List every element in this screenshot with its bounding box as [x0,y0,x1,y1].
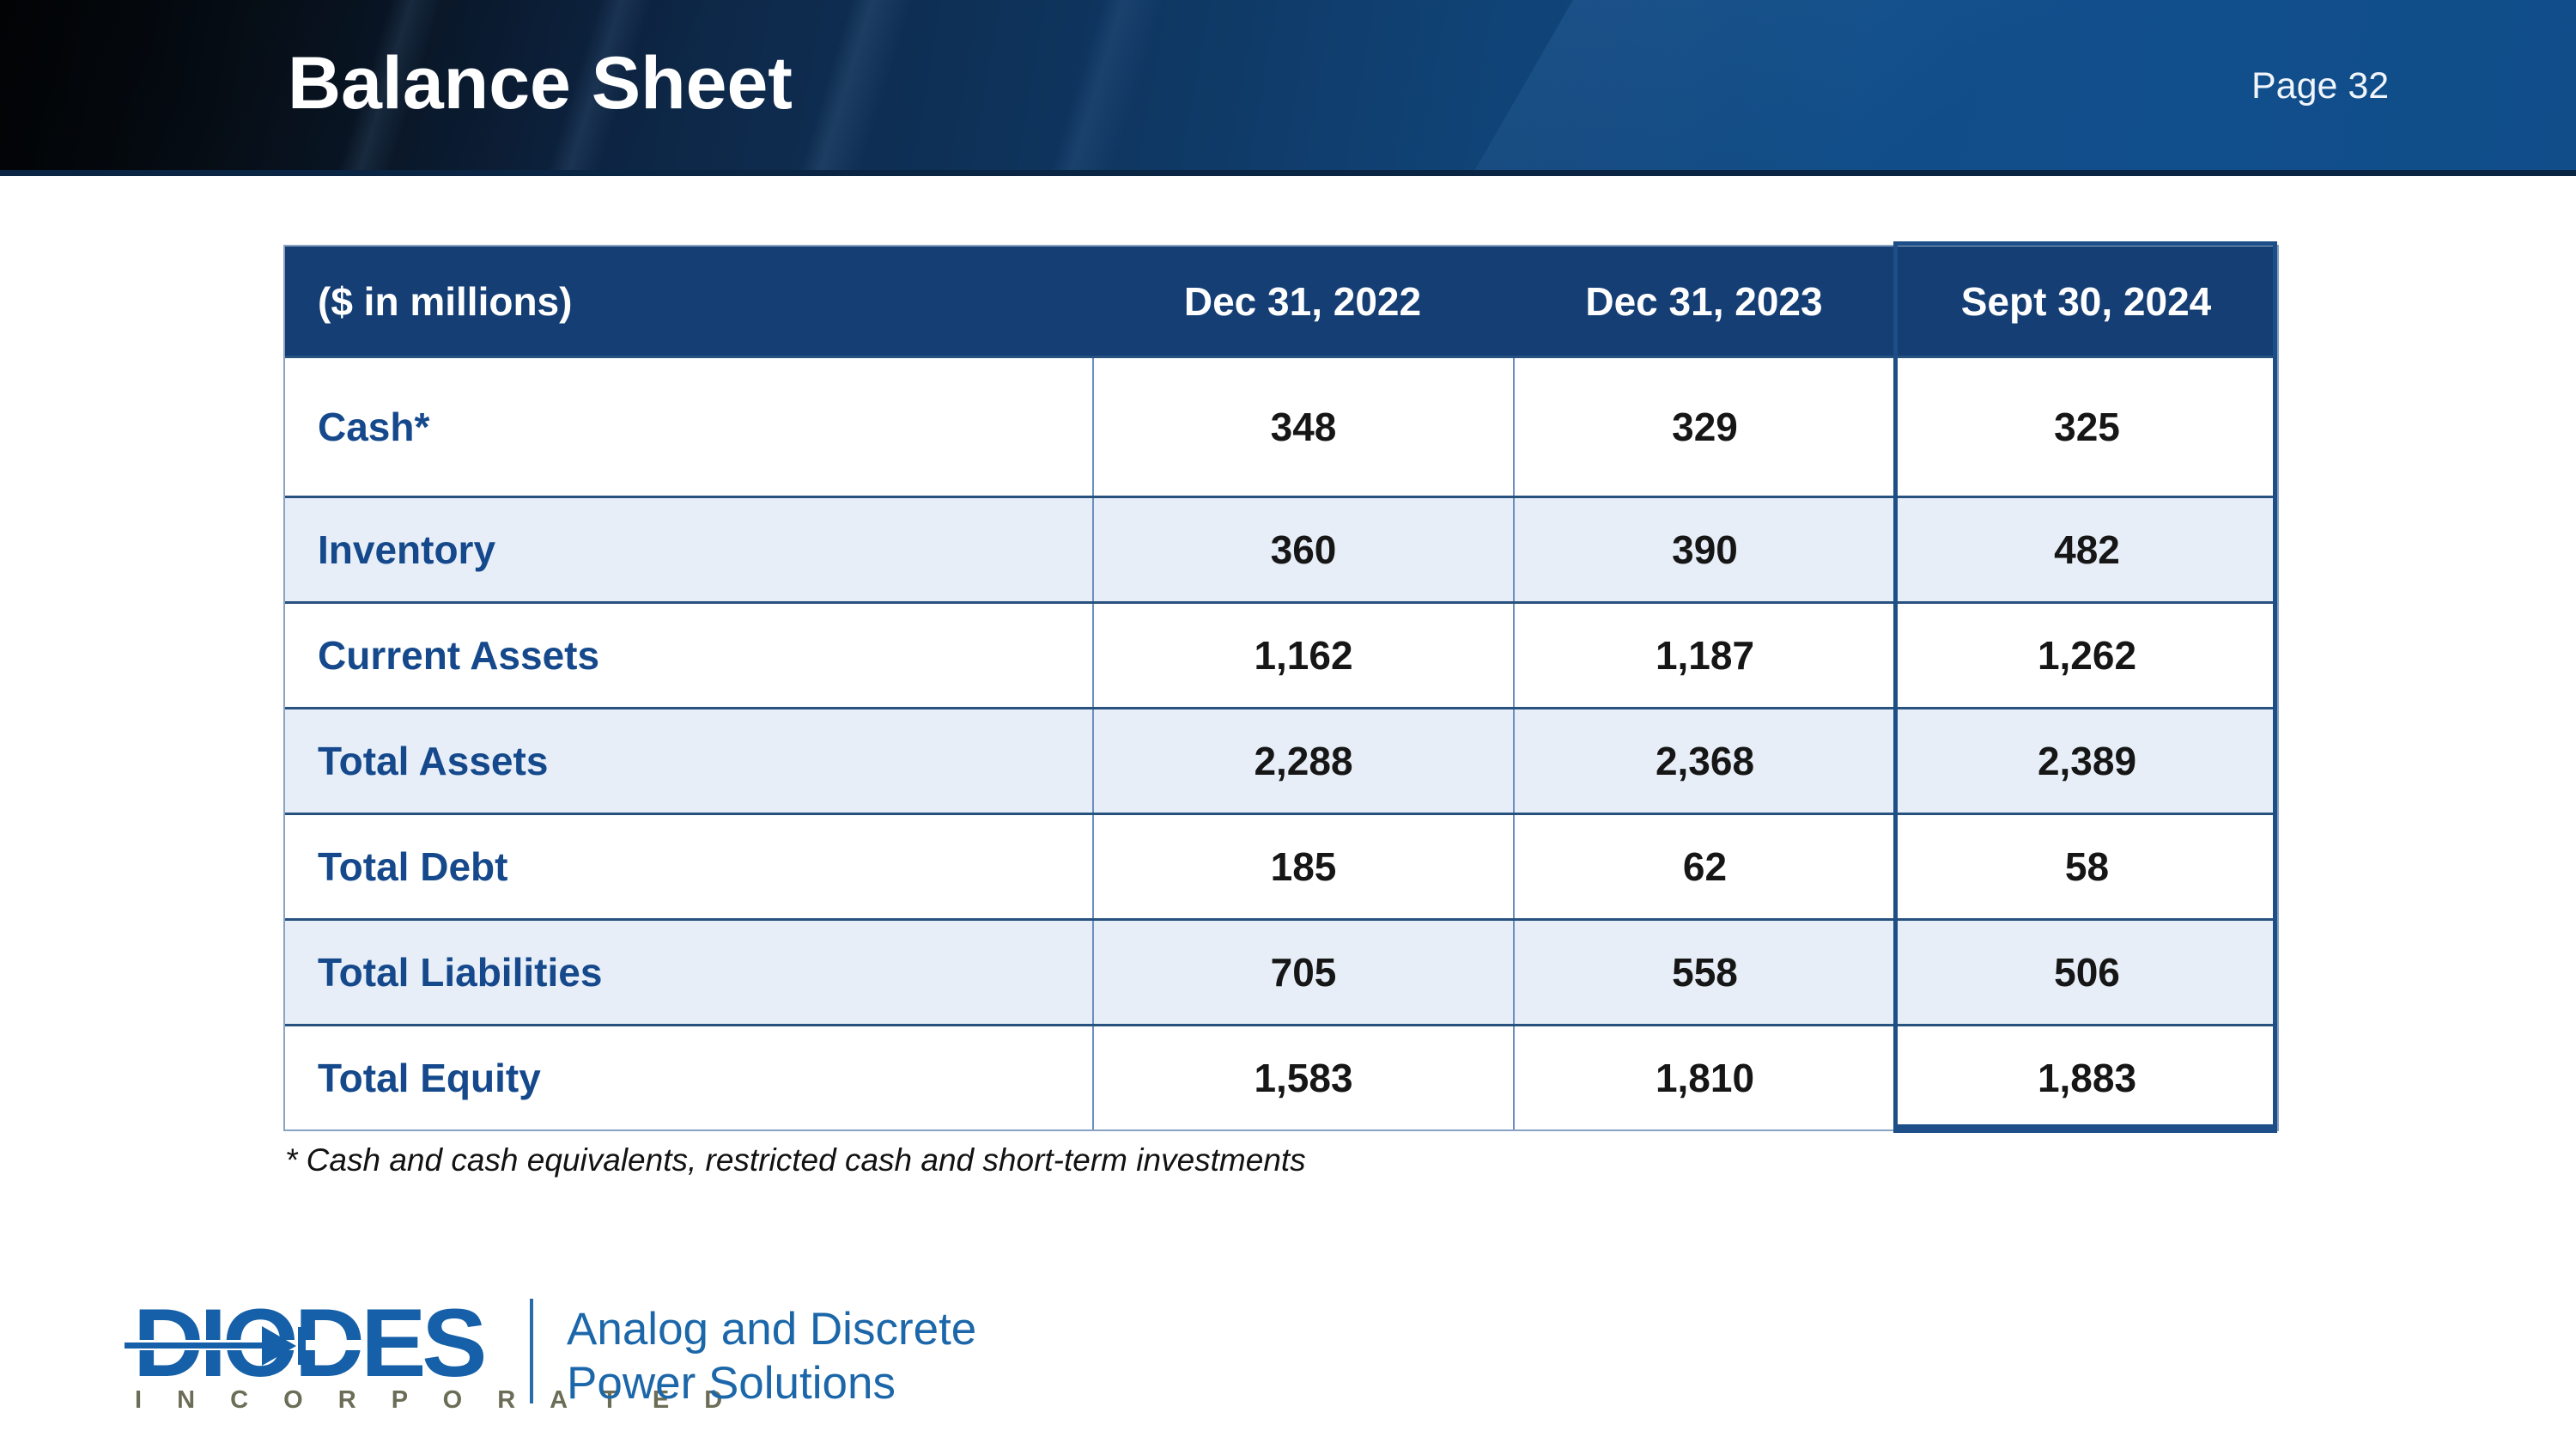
row-label: Inventory [318,527,496,572]
incorporated-label: I N C O R P O R A T E D [135,1386,737,1414]
table-cell: 2,368 [1513,709,1895,813]
table-row-total-liabilities: Total Liabilities 705 558 506 [285,918,2277,1024]
row-label: Total Equity [318,1056,541,1100]
company-tagline: Analog and Discrete Power Solutions [567,1302,976,1410]
table-cell: 62 [1513,815,1895,918]
table-cell: 185 [1092,815,1513,918]
table-cell: 1,262 [1895,604,2277,707]
table-cell: 329 [1513,358,1895,496]
table-cell: 1,162 [1092,604,1513,707]
table-row-total-debt: Total Debt 185 62 58 [285,813,2277,918]
table-row-current-assets: Current Assets 1,162 1,187 1,262 [285,601,2277,707]
table-cell: 705 [1092,921,1513,1024]
table-cell: 325 [1895,358,2277,496]
column-header-2023: Dec 31, 2023 [1513,247,1895,356]
table-row-inventory: Inventory 360 390 482 [285,496,2277,601]
table-cell: 390 [1513,498,1895,601]
logo-divider-line [530,1299,533,1403]
table-unit-label: ($ in millions) [285,247,1092,356]
page-title: Balance Sheet [288,42,793,125]
banner-bottom-line [0,170,2576,176]
tagline-line-2: Power Solutions [567,1358,896,1409]
table-cell: 2,288 [1092,709,1513,813]
diode-symbol-bar [298,1327,306,1365]
table-row-total-assets: Total Assets 2,288 2,368 2,389 [285,707,2277,813]
table-cell: 58 [1895,815,2277,918]
row-label: Cash* [318,405,430,449]
balance-sheet-table: ($ in millions) Dec 31, 2022 Dec 31, 202… [283,241,2279,1133]
table-cell: 558 [1513,921,1895,1024]
row-label: Total Assets [318,739,549,783]
table-cell: 506 [1895,921,2277,1024]
table-cell: 1,883 [1895,1026,2277,1129]
table-row-cash: Cash* 348 329 325 [285,356,2277,496]
banner-dark-corner-art [0,0,1030,176]
header-banner [0,0,2576,176]
table-cell: 2,389 [1895,709,2277,813]
tagline-line-1: Analog and Discrete [567,1304,977,1355]
diodes-logo: DIODES I N C O R P O R A T E D [125,1295,722,1414]
footnote: * Cash and cash equivalents, restricted … [285,1142,1306,1178]
column-header-2024: Sept 30, 2024 [1895,247,2277,356]
row-label: Total Liabilities [318,950,603,995]
table-cell: 1,187 [1513,604,1895,707]
diode-symbol-arrow-icon [262,1326,296,1366]
row-label: Total Debt [318,844,508,889]
diodes-wordmark: DIODES [125,1295,487,1391]
column-header-2022: Dec 31, 2022 [1092,247,1513,356]
table-cell: 348 [1092,358,1513,496]
table-cell: 1,583 [1092,1026,1513,1129]
diode-symbol-line [125,1342,262,1349]
table-cell: 360 [1092,498,1513,601]
table-cell: 1,810 [1513,1026,1895,1129]
table-row-total-equity: Total Equity 1,583 1,810 1,883 [285,1024,2277,1129]
page-number: Page 32 [2251,65,2390,107]
table-header-row: ($ in millions) Dec 31, 2022 Dec 31, 202… [285,247,2277,356]
row-label: Current Assets [318,633,600,678]
table-cell: 482 [1895,498,2277,601]
